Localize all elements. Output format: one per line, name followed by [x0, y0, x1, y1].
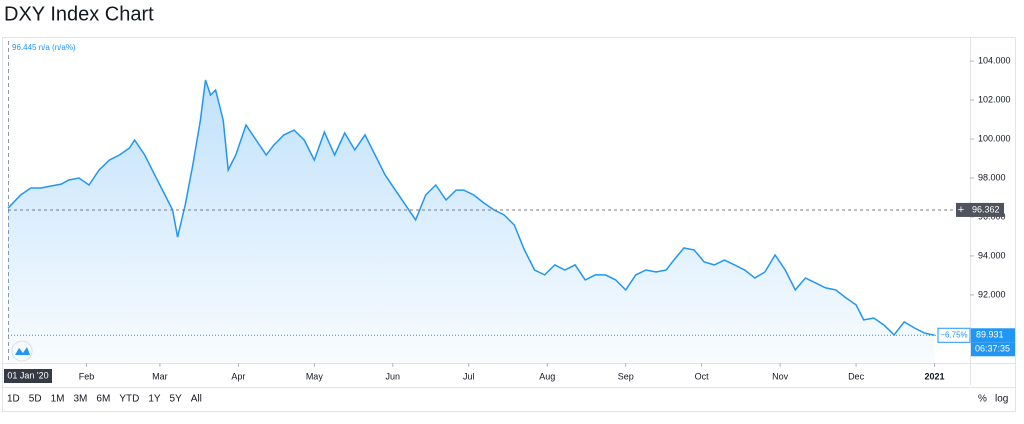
change-tag — [937, 327, 971, 343]
scale-button[interactable]: % — [978, 394, 987, 405]
range-button[interactable]: 3M — [74, 394, 88, 405]
x-tick-label: Apr — [231, 371, 245, 381]
price-line-plus: + — [958, 204, 964, 216]
x-tick-label: Sep — [618, 371, 634, 381]
crosshair-tag — [4, 369, 52, 383]
area — [8, 80, 935, 362]
y-tick-label: 94.000 — [978, 250, 1006, 260]
range-button[interactable]: 6M — [96, 394, 110, 405]
x-tick-label: Jul — [463, 371, 475, 381]
x-tick-label: Feb — [79, 371, 95, 381]
range-button[interactable]: All — [191, 394, 202, 405]
y-tick-label: 92.000 — [978, 289, 1006, 299]
range-button[interactable]: 1Y — [148, 394, 161, 405]
x-tick-label: Mar — [152, 371, 168, 381]
line — [7, 79, 935, 337]
x-tick-label: May — [306, 371, 324, 381]
y-tick-label: 104.000 — [978, 55, 1011, 65]
x-tick-label: Oct — [695, 371, 710, 381]
range-button[interactable]: 1M — [51, 394, 65, 405]
x-tick-label: Dec — [848, 371, 865, 381]
scale-button[interactable]: log — [995, 394, 1008, 405]
chart-title: DXY Index Chart — [4, 3, 154, 25]
x-tick-label: Aug — [539, 371, 555, 381]
range-button[interactable]: 5D — [29, 394, 42, 405]
x-tick-label: Nov — [772, 371, 789, 381]
last-value-label: 89.931 — [976, 330, 1004, 340]
range-button[interactable]: 1D — [7, 394, 20, 405]
x-tick-label: Jun — [386, 371, 401, 381]
change-label: −6.75% — [940, 330, 967, 339]
last-value-tag — [971, 328, 1015, 343]
y-tick-label: 100.000 — [978, 133, 1011, 143]
x-tick-label: 2021 — [925, 371, 945, 381]
chart-frame — [2, 37, 1016, 412]
crosshair-label: 01 Jan '20 — [7, 370, 48, 380]
y-tick-label: 98.000 — [978, 172, 1006, 182]
range-button[interactable]: 5Y — [170, 394, 183, 405]
range-button[interactable]: YTD — [119, 394, 139, 405]
countdown-tag — [971, 342, 1015, 357]
price-line-tag — [956, 202, 1004, 217]
price-line-label: 96.362 — [972, 204, 1000, 214]
y-tick-label: 102.000 — [978, 94, 1011, 104]
legend-text: 96.445 n/a (n/a%) — [12, 43, 76, 52]
countdown-label: 06:37:35 — [975, 344, 1010, 354]
